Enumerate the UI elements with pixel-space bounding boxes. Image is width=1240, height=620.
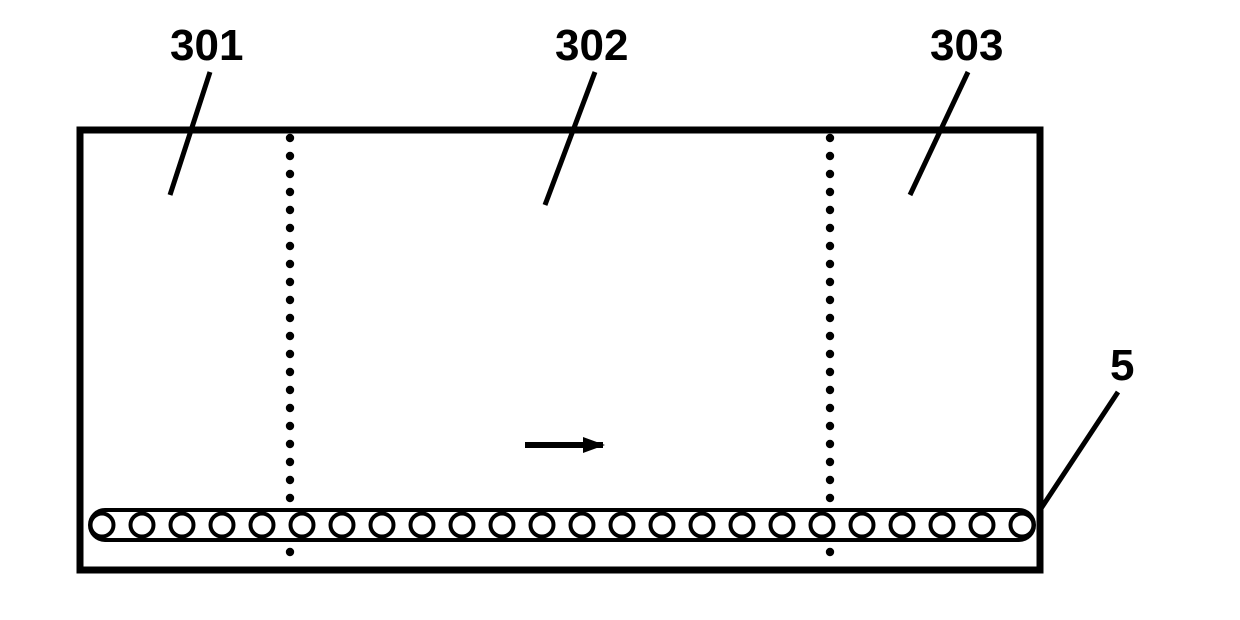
partition-2 — [826, 134, 834, 556]
label-302-text: 302 — [555, 21, 628, 70]
label-303-text: 303 — [930, 21, 1003, 70]
label-303: 303 — [910, 21, 1003, 195]
label-301: 301 — [170, 21, 243, 195]
label-5: 5 — [1040, 341, 1134, 510]
partition-1 — [286, 134, 294, 556]
chamber-outline — [80, 130, 1040, 570]
label-302: 302 — [545, 21, 628, 205]
direction-arrow — [525, 437, 605, 453]
label-5-text: 5 — [1110, 341, 1134, 390]
label-301-text: 301 — [170, 21, 243, 70]
